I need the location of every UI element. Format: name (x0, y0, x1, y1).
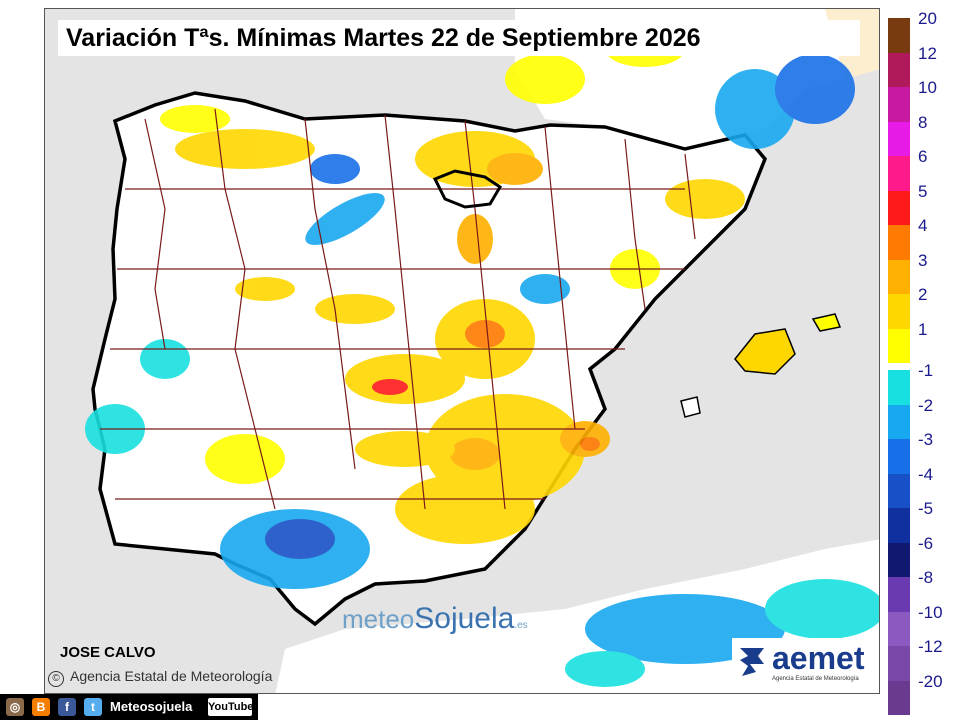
legend-swatch (888, 473, 910, 508)
legend-label: -5 (918, 499, 934, 518)
legend-swatch (888, 370, 910, 405)
legend-swatch (888, 680, 910, 715)
instagram-icon[interactable]: ◎ (6, 698, 24, 716)
legend-label: 8 (918, 112, 928, 132)
legend-swatch (888, 646, 910, 681)
legend-swatch (888, 156, 910, 191)
aemet-name: aemet (772, 640, 865, 676)
legend-swatch (888, 259, 910, 294)
legend-label: -10 (918, 602, 943, 622)
legend-swatch (888, 439, 910, 474)
legend-label: -4 (918, 464, 934, 484)
legend-label: 3 (918, 250, 928, 270)
author-label: JOSE CALVO (60, 644, 156, 661)
aemet-logo: aemet Agencia Estatal de Meteorología (732, 638, 876, 688)
region-borders (100, 108, 696, 510)
ibiza (680, 396, 701, 418)
legend-label: -20 (918, 671, 943, 691)
legend-label: 6 (918, 147, 928, 166)
youtube-icon[interactable]: YouTube (208, 698, 253, 716)
copyright-icon: © (48, 671, 64, 687)
legend-swatch (888, 190, 910, 225)
aemet-icon (740, 648, 764, 676)
legend-swatch (888, 577, 910, 612)
twitter-icon[interactable]: t (84, 698, 102, 716)
legend-label: -2 (918, 395, 934, 415)
legend-label: -8 (918, 568, 934, 587)
legend-swatch (888, 225, 910, 260)
legend-label: 20 (918, 9, 937, 28)
meteosojuela-logo: meteoSojuela.es (342, 602, 528, 636)
blogger-icon[interactable]: B (32, 698, 50, 716)
legend-swatch (888, 294, 910, 329)
legend-label: 2 (918, 285, 928, 304)
legend-swatch (888, 18, 910, 53)
legend-swatch (888, 508, 910, 543)
brand-part1: meteo (342, 604, 415, 634)
map-title: Variación Tªs. Mínimas Martes 22 de Sept… (58, 20, 860, 56)
legend-label: -1 (918, 361, 934, 380)
legend-swatch (888, 121, 910, 156)
social-handle[interactable]: Meteosojuela (110, 699, 193, 714)
aemet-subtitle: Agencia Estatal de Meteorología (772, 676, 859, 682)
social-bar: ◎ B f t Meteosojuela YouTube (0, 694, 258, 720)
legend-label: 10 (918, 78, 937, 97)
legend-label: 5 (918, 181, 928, 201)
legend-swatch (888, 328, 910, 363)
legend-label: 12 (918, 43, 937, 63)
legend-label: -3 (918, 430, 934, 449)
mallorca (734, 328, 796, 375)
color-legend: 20 12 10 8 6 5 4 3 2 1 -1 -2 -3 -4 -5 -6 -8 -10 -12 -20 (886, 9, 956, 715)
agency-credit: © Agencia Estatal de Meteorología (48, 668, 272, 687)
legend-label: -12 (918, 637, 943, 656)
legend-swatch (888, 52, 910, 87)
brand-part2: Sojuela (414, 602, 515, 635)
agency-credit-text: Agencia Estatal de Meteorología (70, 668, 273, 684)
legend-label: 4 (918, 216, 928, 235)
la-rioja-outline (432, 169, 503, 209)
cold-anomalies (85, 54, 879, 687)
brand-suffix: .es (514, 620, 528, 631)
legend-label: 1 (918, 319, 928, 339)
legend-swatch (888, 542, 910, 577)
legend-swatch (888, 404, 910, 439)
map-canvas (45, 9, 879, 693)
legend-swatch (888, 611, 910, 646)
legend-label: -6 (918, 533, 934, 553)
temperature-map (44, 8, 880, 694)
legend-swatch (888, 87, 910, 122)
facebook-icon[interactable]: f (58, 698, 76, 716)
menorca (811, 313, 842, 332)
